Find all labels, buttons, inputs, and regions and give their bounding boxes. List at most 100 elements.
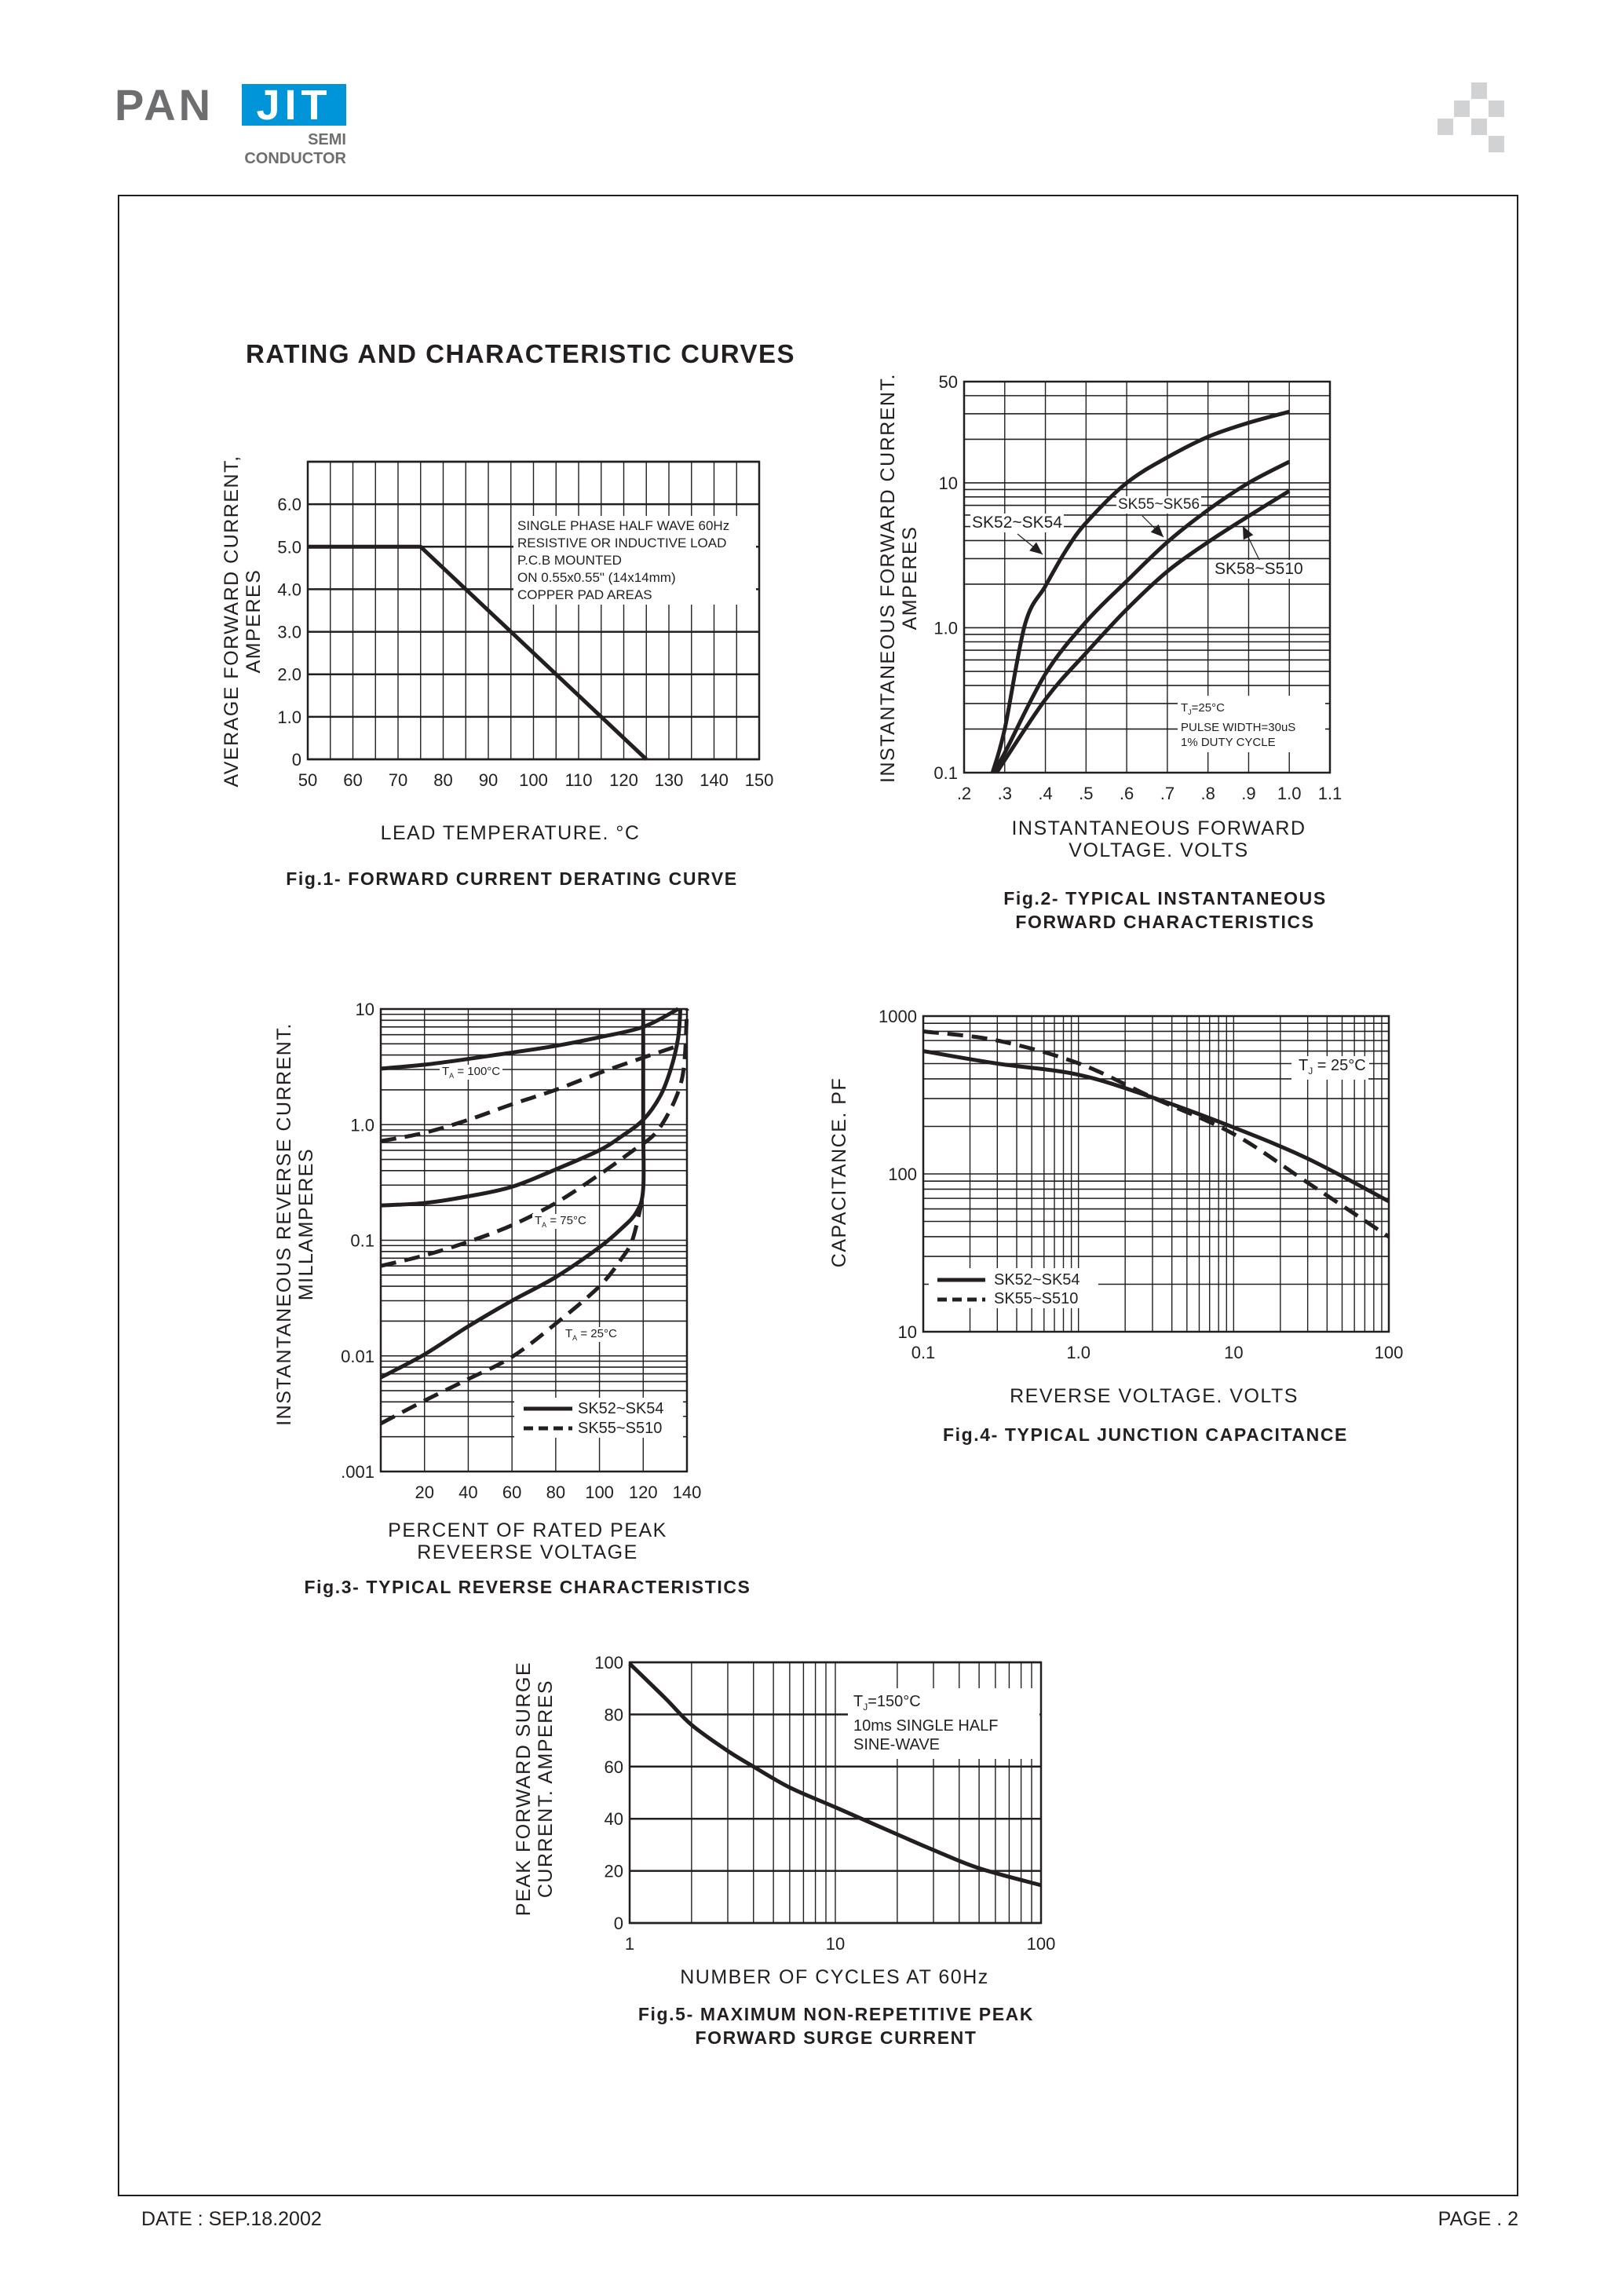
fig3-xtick-label: 20 <box>415 1483 433 1502</box>
fig4-series-1-curve <box>922 1049 1390 1204</box>
fig5-ytick-label: 40 <box>605 1809 623 1829</box>
fig5-ytick-label: 0 <box>614 1914 623 1933</box>
fig2-chart: .2 .3 .4 .5 .6 .7 .8 .9 1.0 1.1 0.1 1.0 10 50 <box>933 372 1342 803</box>
fig1-xlabel: LEAD TEMPERATURE. °C <box>380 822 641 844</box>
fig5-note-tj: TJ=150°C <box>853 1693 921 1713</box>
fig2-xtick-label: .6 <box>1120 784 1134 803</box>
fig5-ylabel-line1: PEAK FORWARD SURGE <box>513 1661 535 1917</box>
fig5-caption-line1: Fig.5- MAXIMUM NON-REPETITIVE PEAK <box>637 2004 1035 2024</box>
fig2-xtick-label: .9 <box>1241 784 1255 803</box>
fig2-xlabel-line2: VOLTAGE. VOLTS <box>1069 839 1249 861</box>
fig3-caption: Fig.3- TYPICAL REVERSE CHARACTERISTICS <box>304 1577 751 1597</box>
fig2-ytick-label: 1.0 <box>933 618 958 638</box>
fig4-legend-solid-label: SK52~SK54 <box>994 1271 1080 1289</box>
fig2-xtick-label: .3 <box>998 784 1012 803</box>
fig2-ytick-label: 10 <box>939 473 958 493</box>
fig5-ytick-label: 80 <box>605 1705 623 1724</box>
fig2-xtick-label: .7 <box>1160 784 1174 803</box>
fig1-annotation: SINGLE PHASE HALF WAVE 60Hz RESISTIVE OR… <box>517 517 729 604</box>
fig1-ytick-label: 2.0 <box>277 665 301 685</box>
fig3-xlabel-line1: PERCENT OF RATED PEAK <box>388 1519 667 1541</box>
fig4-annotation-tj: TJ = 25°C <box>1295 1057 1369 1077</box>
fig5-xtick-label: 10 <box>826 1934 845 1954</box>
fig3-legend: SK52~SK54 SK55~S510 <box>578 1399 664 1439</box>
fig1-xtick-label: 80 <box>433 770 452 790</box>
fig4-xtick-label: 1.0 <box>1066 1343 1090 1362</box>
fig5-ytick-label: 60 <box>605 1757 623 1777</box>
fig1-ytick-label: 5.0 <box>277 537 301 557</box>
fig2-xtick-label: .8 <box>1200 784 1215 803</box>
fig2-xtick-label: .4 <box>1038 784 1052 803</box>
fig1-ytick-label: 6.0 <box>277 495 301 514</box>
arrowhead-icon <box>1029 542 1043 554</box>
fig5-caption: Fig.5- MAXIMUM NON-REPETITIVE PEAK FORWA… <box>638 2002 1034 2049</box>
fig3-ytick-label: 1.0 <box>350 1115 374 1135</box>
fig4-ytick-label: 100 <box>888 1164 917 1184</box>
fig1-xtick-label: 70 <box>389 770 407 790</box>
arrowhead-icon <box>1243 526 1254 540</box>
fig2-caption: Fig.2- TYPICAL INSTANTANEOUS FORWARD CHA… <box>1003 887 1327 934</box>
fig3-xtick-label: 120 <box>629 1483 658 1502</box>
fig5-ytick-label: 20 <box>605 1862 623 1881</box>
fig5-annotation: TJ=150°C 10ms SINGLE HALF SINE-WAVE <box>853 1692 999 1754</box>
fig1-xtick-label: 50 <box>298 770 317 790</box>
fig3-temp-label-100: TA = 100°C <box>440 1065 503 1080</box>
fig1-annotation-box <box>513 516 756 605</box>
fig3-legend-dashed-label: SK55~S510 <box>578 1420 663 1437</box>
fig1-ylabel-line1: AVERAGE FORWARD CURRENT, <box>221 455 243 788</box>
fig4-xtick-label: 100 <box>1375 1343 1404 1362</box>
fig4-xtick-label: 10 <box>1224 1343 1243 1362</box>
fig1-xtick-label: 110 <box>564 770 592 790</box>
fig4-ytick-label: 1000 <box>879 1007 917 1026</box>
logo-jit-box: JIT <box>242 84 346 126</box>
fig1-note-line: RESISTIVE OR INDUCTIVE LOAD <box>517 536 727 550</box>
fig2-label-arrow-1 <box>1017 533 1043 555</box>
fig5-caption-line2: FORWARD SURGE CURRENT <box>695 2027 977 2048</box>
fig4-ylabel: CAPACITANCE. PF <box>828 1077 850 1268</box>
fig2-xtick-label: .5 <box>1079 784 1093 803</box>
fig5-chart: 1 10 100 0 20 40 60 80 100 <box>594 1653 1055 1954</box>
fig3-temp-label-75: TA = 75°C <box>532 1214 589 1229</box>
fig3-series-2-curve <box>380 1044 679 1143</box>
fig2-series-label-sk55: SK55~SK56 <box>1116 496 1202 514</box>
fig3-xlabel: PERCENT OF RATED PEAK REVEERSE VOLTAGE <box>388 1519 667 1563</box>
fig2-note-line: PULSE WIDTH=30uS <box>1181 721 1296 734</box>
fig1-note-line: COPPER PAD AREAS <box>517 587 652 602</box>
fig1-ylabel-line2: AMPERES <box>243 569 265 674</box>
fig3-xlabel-line2: REVEERSE VOLTAGE <box>417 1541 638 1563</box>
fig2-ytick-label: 50 <box>939 372 958 392</box>
fig2-xtick-label: 1.1 <box>1318 784 1343 803</box>
fig5-annotation-box <box>848 1688 1039 1759</box>
fig3-ytick-label: 10 <box>356 1000 374 1019</box>
fig2-series-label-sk52: SK52~SK54 <box>970 514 1065 532</box>
fig1-xtick-label: 130 <box>655 770 684 790</box>
fig4-legend: SK52~SK54 SK55~S510 <box>994 1270 1080 1308</box>
fig3-plot-frame <box>379 1007 689 1473</box>
fig1-xtick-label: 150 <box>745 770 774 790</box>
fig2-caption-line1: Fig.2- TYPICAL INSTANTANEOUS <box>1003 888 1327 909</box>
fig1-xtick-label: 100 <box>519 770 548 790</box>
fig3-series-3-curve <box>380 1008 683 1208</box>
fig3-ytick-label: 0.1 <box>350 1231 374 1251</box>
fig3-ytick-label: .001 <box>341 1462 374 1482</box>
fig4-legend-dashed-label: SK55~S510 <box>994 1290 1079 1307</box>
footer-page: PAGE . 2 <box>1438 2208 1518 2230</box>
fig1-note-line: P.C.B MOUNTED <box>517 553 622 568</box>
fig2-series-3-curve <box>995 489 1291 774</box>
section-title: RATING AND CHARACTERISTIC CURVES <box>246 339 796 368</box>
fig1-plot-frame <box>306 460 761 761</box>
fig2-series-label-sk58: SK58~S510 <box>1212 560 1306 579</box>
fig2-ylabel-line1: INSTANTANEOUS FORWARD CURRENT. <box>877 373 899 783</box>
fig5-note-line: SINE-WAVE <box>853 1736 941 1753</box>
fig2-annotation-box <box>1178 696 1325 752</box>
fig3-ylabel: INSTANTANEOUS REVERSE CURRENT. MILLAMPER… <box>273 1022 317 1426</box>
fig1-caption: Fig.1- FORWARD CURRENT DERATING CURVE <box>286 868 738 889</box>
fig5-series-1-curve <box>628 1662 1042 1888</box>
fig2-ytick-label: 0.1 <box>933 763 958 783</box>
fig4-xtick-label: 0.1 <box>911 1343 936 1362</box>
fig3-chart: 20 40 60 80 100 120 140 .001 0.01 0.1 1.0 10 <box>341 1000 701 1502</box>
fig3-xtick-label: 60 <box>502 1483 521 1502</box>
fig1-chart: 50 60 70 80 90 100 110 120 130 140 150 0 1.0 2.0 3.0 4.… <box>277 460 774 790</box>
fig2-annotation: TJ=25°C PULSE WIDTH=30uS 1% DUTY CYCLE <box>1181 700 1295 750</box>
